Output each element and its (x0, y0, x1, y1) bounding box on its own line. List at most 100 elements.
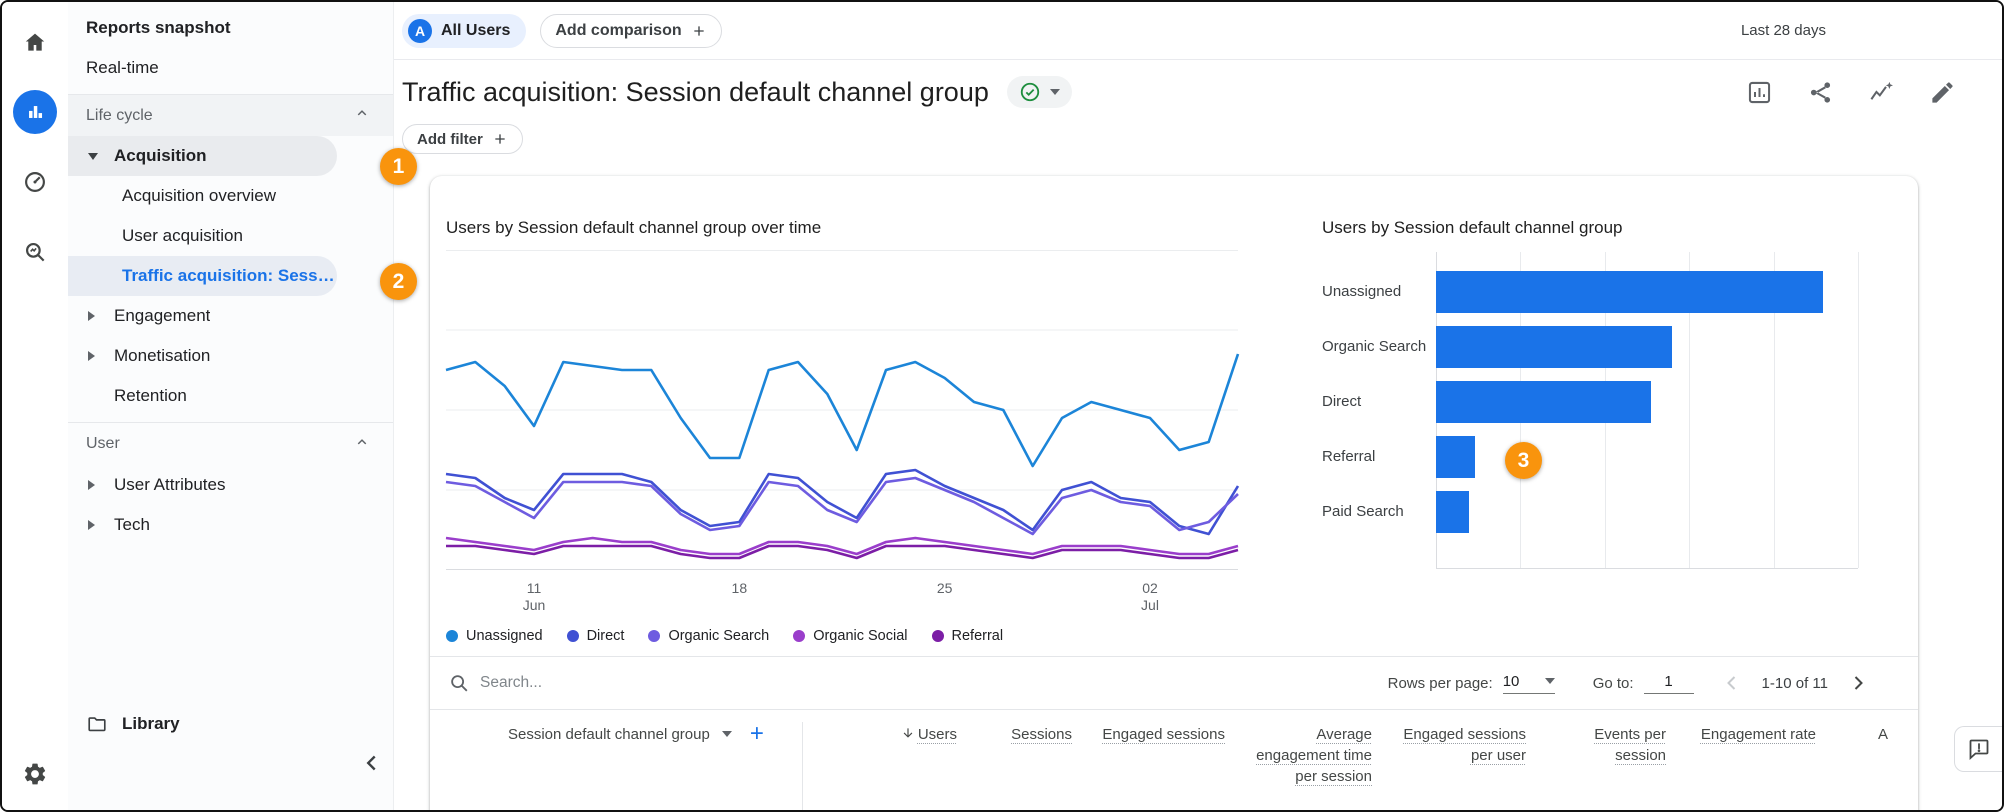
legend-label: Unassigned (466, 628, 543, 644)
column-header-users[interactable]: Users (803, 724, 957, 810)
legend-dot (931, 630, 944, 642)
add-comparison-chip[interactable]: Add comparison (540, 13, 722, 48)
rows-per-page-select[interactable]: 10 (1502, 672, 1555, 694)
dimension-column-header[interactable]: Session default channel group + (430, 722, 802, 746)
bar-track (1436, 490, 1858, 533)
column-header-engagement-rate[interactable]: Engagement rate (1666, 724, 1816, 810)
pagination-range: 1-10 of 11 (1761, 674, 1828, 692)
sidebar-item-traffic-acquisition[interactable]: Traffic acquisition: Session... (68, 256, 337, 296)
sidebar-label: User acquisition (122, 226, 243, 245)
bar-organic-search[interactable] (1436, 325, 1672, 368)
sidebar-label: Retention (114, 386, 187, 405)
legend-item-referral[interactable]: Referral (931, 628, 1003, 644)
gear-icon (24, 763, 46, 785)
sidebar-section-user[interactable]: User (68, 423, 393, 465)
nav-advertising-button[interactable] (13, 160, 57, 204)
edit-button[interactable] (1929, 79, 1956, 106)
add-dimension-icon[interactable]: + (749, 720, 764, 747)
customize-report-button[interactable] (1746, 79, 1773, 106)
goto-page-input[interactable] (1643, 672, 1694, 694)
nav-reports-button[interactable] (13, 90, 57, 134)
sidebar-item-reports-snapshot[interactable]: Reports snapshot (68, 8, 393, 48)
line-chart-block: Users by Session default channel group o… (445, 218, 1254, 644)
column-header-events-per-session[interactable]: Events per session (1526, 724, 1666, 810)
sidebar-item-user-acquisition[interactable]: User acquisition (68, 216, 393, 256)
sidebar-item-user-attributes[interactable]: User Attributes (68, 465, 393, 505)
x-axis-tick: 11 Jun (522, 580, 546, 613)
edit-pencil-icon (1932, 81, 1953, 103)
data-quality-dropdown[interactable] (1006, 76, 1072, 108)
all-users-chip[interactable]: A All Users (402, 13, 527, 48)
explore-search-icon (26, 243, 45, 262)
chevron-left-icon (1726, 676, 1735, 690)
chip-label: Add filter (417, 130, 483, 148)
settings-button[interactable] (13, 752, 57, 796)
insights-button[interactable] (1868, 79, 1895, 106)
sidebar-label: Acquisition (114, 146, 207, 165)
sidebar-label: Monetisation (114, 346, 211, 365)
sidebar-item-acquisition-overview[interactable]: Acquisition overview (68, 176, 393, 216)
main-content: A All Users Add comparison Last 28 days … (394, 2, 2002, 810)
bar-track (1436, 435, 1858, 478)
legend-label: Organic Search (668, 628, 770, 644)
sidebar-label: Traffic acquisition: Session... (122, 266, 337, 285)
sidebar-label: Tech (114, 515, 150, 534)
sidebar-item-engagement[interactable]: Engagement (68, 296, 393, 336)
column-header-average-engagement-time-per-session[interactable]: Average engagement time per session (1225, 724, 1372, 810)
bar-direct[interactable] (1436, 380, 1651, 423)
chevron-up-icon (353, 433, 371, 456)
bar-paid-search[interactable] (1436, 490, 1470, 533)
check-circle-icon (1020, 82, 1040, 102)
sidebar-item-monetisation[interactable]: Monetisation (68, 336, 393, 376)
line-chart (445, 250, 1240, 570)
sidebar-section-lifecycle[interactable]: Life cycle (68, 94, 393, 136)
x-axis: 11 Jun 18 25 02 Jul (446, 574, 1238, 622)
feedback-button[interactable] (1954, 726, 2002, 772)
column-label: Events per session (1594, 726, 1666, 764)
legend-item-organic-social[interactable]: Organic Social (793, 628, 908, 644)
reports-sidebar: Reports snapshot Real-time Life cycle Ac… (68, 2, 394, 810)
collapse-sidebar-button[interactable] (359, 750, 385, 776)
column-label: Engaged sessions (1102, 726, 1225, 743)
column-header-engaged-sessions[interactable]: Engaged sessions (1072, 724, 1225, 810)
legend-item-organic-search[interactable]: Organic Search (648, 628, 769, 644)
goto-label: Go to: (1592, 674, 1634, 692)
bar-chart-block: Users by Session default channel group U… (1322, 218, 1859, 644)
column-header-engaged-sessions-per-user[interactable]: Engaged sessions per user (1372, 724, 1526, 810)
triangle-right-icon (88, 480, 106, 490)
sidebar-item-acquisition[interactable]: Acquisition (68, 136, 337, 176)
legend-item-unassigned[interactable]: Unassigned (446, 628, 543, 644)
chevron-down-icon (721, 731, 732, 737)
line-series-direct (445, 468, 1240, 536)
sidebar-item-realtime[interactable]: Real-time (68, 48, 393, 88)
sidebar-item-retention[interactable]: Retention (68, 376, 393, 416)
date-range-label[interactable]: Last 28 days (1740, 22, 1826, 39)
nav-explore-button[interactable] (13, 230, 57, 274)
legend-item-direct[interactable]: Direct (566, 628, 624, 644)
next-page-button[interactable] (1846, 671, 1870, 695)
sidebar-item-tech[interactable]: Tech (68, 505, 393, 545)
triangle-down-icon (88, 152, 106, 160)
nav-home-button[interactable] (13, 20, 57, 64)
column-label: Engaged sessions per user (1403, 726, 1526, 764)
bar-track (1436, 380, 1858, 423)
bar-unassigned[interactable] (1436, 270, 1823, 313)
prev-page-button[interactable] (1720, 671, 1744, 695)
search-input[interactable] (480, 674, 808, 692)
share-button[interactable] (1807, 79, 1834, 106)
column-label: Engagement rate (1700, 726, 1816, 743)
app-rail (2, 2, 68, 810)
rows-per-page-value: 10 (1502, 672, 1520, 690)
sidebar-item-library[interactable]: Library (68, 704, 393, 744)
column-header-sessions[interactable]: Sessions (957, 724, 1072, 810)
chart-legend: Unassigned Direct Organic Search Organic So… (446, 628, 1254, 644)
triangle-right-icon (88, 311, 106, 321)
callout-badge-1: 1 (380, 148, 417, 185)
bar-track (1436, 270, 1858, 313)
section-label: Life cycle (86, 106, 153, 124)
add-filter-chip[interactable]: Add filter (402, 124, 523, 154)
bar-referral[interactable] (1436, 435, 1475, 478)
line-series-organic-search (445, 476, 1239, 536)
section-label: User (86, 435, 120, 452)
